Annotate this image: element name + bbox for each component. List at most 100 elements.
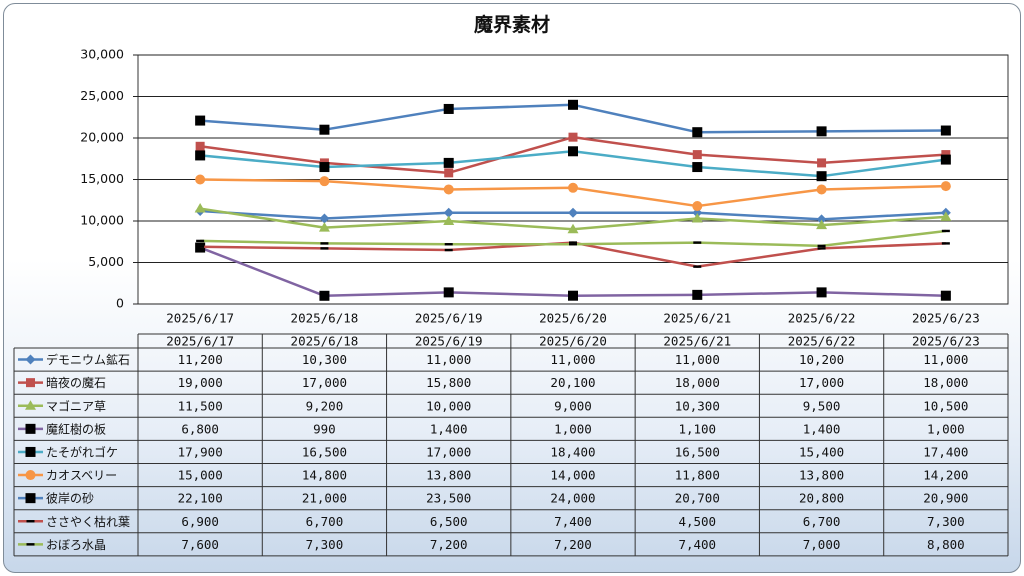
data-point-marker [443, 103, 454, 114]
data-table-cell: 11,000 [675, 352, 720, 367]
data-point-marker [940, 290, 951, 301]
data-table-cell: 20,700 [675, 491, 720, 506]
data-table-cell: 16,500 [302, 444, 347, 459]
data-point-marker [816, 287, 827, 298]
data-table-cell: 18,000 [923, 375, 968, 390]
data-table-cell: 10,200 [799, 352, 844, 367]
legend-label: デモニウム鉱石 [46, 352, 130, 367]
data-table-cell: 20,900 [923, 491, 968, 506]
data-point-marker [691, 213, 703, 223]
data-point-marker [693, 241, 702, 244]
legend-key-marker [25, 400, 36, 410]
data-point-marker [817, 244, 826, 248]
data-point-marker [568, 99, 578, 110]
data-table-cell: 7,300 [927, 514, 965, 529]
y-tick-label: 0 [116, 296, 124, 311]
data-point-marker [692, 289, 703, 300]
y-tick-label: 5,000 [88, 254, 124, 269]
data-table-cell: 7,200 [554, 537, 592, 552]
data-point-marker [568, 132, 578, 142]
x-tick-label: 2025/6/21 [663, 311, 731, 326]
data-table-cell: 24,000 [550, 491, 595, 506]
data-table-cell: 23,500 [426, 491, 471, 506]
data-table-cell: 6,500 [430, 514, 468, 529]
y-tick-label: 15,000 [80, 171, 124, 186]
legend-key-marker [25, 354, 36, 365]
data-point-marker [195, 141, 205, 151]
data-point-marker [444, 243, 453, 246]
data-table-cell: 15,400 [799, 444, 844, 459]
data-table-cell: 11,000 [426, 352, 471, 367]
data-table-cell: 9,500 [803, 398, 841, 413]
data-point-marker [443, 157, 454, 168]
data-table-cell: 13,800 [426, 468, 471, 483]
data-table-cell: 7,200 [430, 537, 468, 552]
data-table-cell: 10,500 [923, 398, 968, 413]
y-tick-label: 25,000 [80, 88, 124, 103]
legend-label: 暗夜の魔石 [46, 375, 106, 390]
data-point-marker [319, 162, 330, 173]
y-tick-label: 10,000 [80, 213, 124, 228]
data-point-marker [816, 171, 827, 182]
data-point-marker [569, 243, 577, 246]
data-table-cell: 7,400 [554, 514, 592, 529]
data-point-marker [816, 126, 827, 137]
data-point-marker [816, 219, 828, 230]
data-point-marker [319, 213, 330, 224]
data-table-cell: 14,200 [923, 468, 968, 483]
data-table-cell: 19,000 [178, 375, 223, 390]
y-tick-label: 30,000 [80, 47, 124, 62]
data-table-cell: 10,000 [426, 398, 471, 413]
data-point-marker [443, 184, 454, 195]
data-table-cell: 13,800 [799, 468, 844, 483]
data-point-marker [196, 245, 205, 248]
data-point-marker [569, 241, 577, 244]
data-point-marker [443, 215, 455, 225]
data-table-cell: 18,400 [550, 444, 595, 459]
legend-key-marker [26, 543, 35, 546]
legend-label: カオスベリー [46, 469, 117, 483]
legend-key-marker [25, 470, 36, 481]
data-table-cell: 14,000 [550, 468, 595, 483]
data-table-cell: 16,500 [675, 444, 720, 459]
data-table-cell: 11,500 [178, 398, 223, 413]
table-header-date: 2025/6/19 [415, 334, 483, 349]
data-table-cell: 18,000 [675, 375, 720, 390]
legend-label: 彼岸の砂 [46, 492, 94, 506]
data-point-marker [443, 207, 454, 218]
data-point-marker [319, 290, 330, 301]
data-table-cell: 17,900 [178, 444, 223, 459]
data-table-cell: 20,100 [550, 375, 595, 390]
data-table-cell: 7,600 [181, 537, 219, 552]
data-table-cell: 9,200 [306, 398, 344, 413]
data-point-marker [941, 229, 950, 233]
data-table-cell: 15,000 [178, 468, 223, 483]
data-point-marker [692, 150, 702, 160]
data-table-cell: 6,900 [181, 514, 219, 529]
data-point-marker [692, 127, 703, 138]
data-table-cell: 1,400 [430, 421, 468, 436]
data-point-marker [444, 168, 454, 178]
data-table-cell: 11,200 [178, 352, 223, 367]
data-table-cell: 990 [313, 421, 336, 436]
data-point-marker [568, 207, 578, 218]
legend-label: 魔紅樹の板 [46, 421, 106, 436]
data-point-marker [940, 125, 951, 136]
data-point-marker [568, 146, 578, 157]
data-point-marker [817, 158, 827, 168]
data-point-marker [444, 248, 453, 252]
data-table-cell: 9,000 [554, 398, 592, 413]
data-point-marker [195, 174, 206, 185]
data-table-cell: 1,400 [803, 421, 841, 436]
data-table-cell: 11,800 [675, 468, 720, 483]
x-tick-label: 2025/6/20 [539, 311, 607, 326]
table-header-date: 2025/6/23 [912, 334, 980, 349]
data-point-marker [568, 182, 578, 193]
legend-key-marker [25, 493, 36, 504]
data-point-marker [940, 211, 952, 221]
data-point-marker [320, 242, 329, 245]
data-table-cell: 6,700 [803, 514, 841, 529]
legend-key-marker [26, 520, 35, 523]
data-table-cell: 10,300 [675, 398, 720, 413]
data-table-cell: 6,700 [306, 514, 344, 529]
